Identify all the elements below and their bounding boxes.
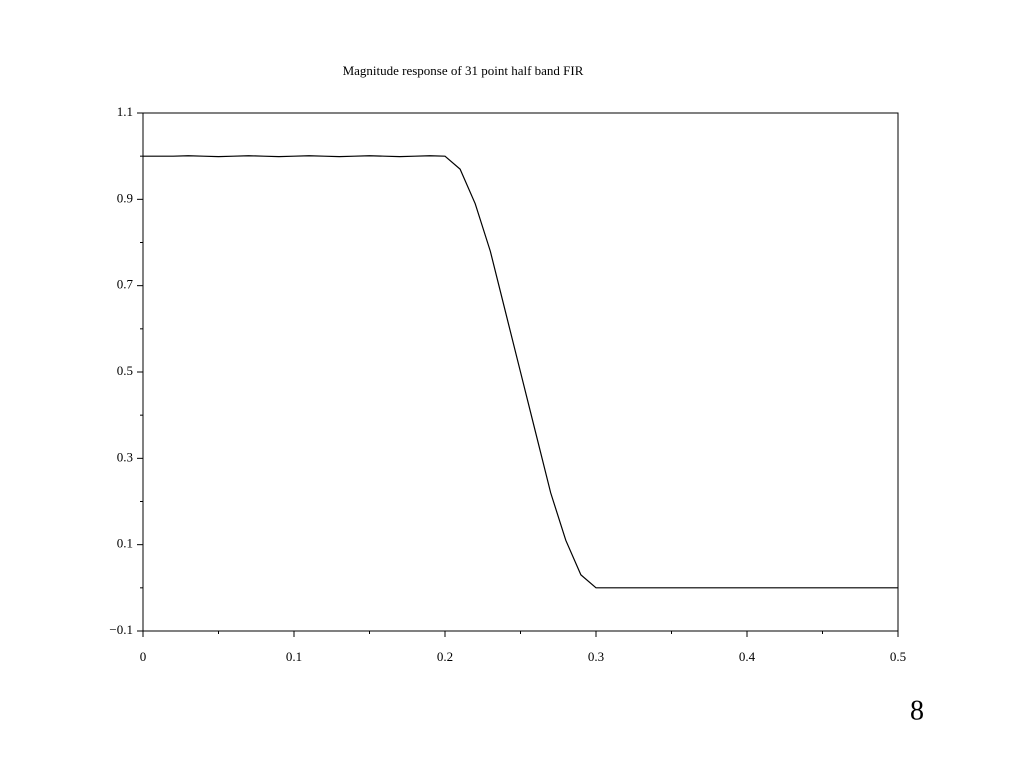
x-tick-label: 0.3: [588, 649, 604, 664]
y-tick-label: 0.3: [117, 449, 133, 464]
y-tick-label: 0.1: [117, 536, 133, 551]
y-tick-label: 0.7: [117, 277, 134, 292]
y-tick-label: −0.1: [109, 622, 133, 637]
y-tick-label: 0.9: [117, 190, 133, 205]
y-tick-label: 1.1: [117, 104, 133, 119]
x-tick-label: 0.1: [286, 649, 302, 664]
chart-title: Magnitude response of 31 point half band…: [343, 63, 584, 78]
page-number: 8: [910, 695, 924, 726]
x-tick-label: 0.2: [437, 649, 453, 664]
y-tick-label: 0.5: [117, 363, 133, 378]
x-tick-label: 0.4: [739, 649, 756, 664]
x-tick-label: 0: [140, 649, 147, 664]
x-tick-label: 0.5: [890, 649, 906, 664]
response-line: [143, 155, 898, 589]
